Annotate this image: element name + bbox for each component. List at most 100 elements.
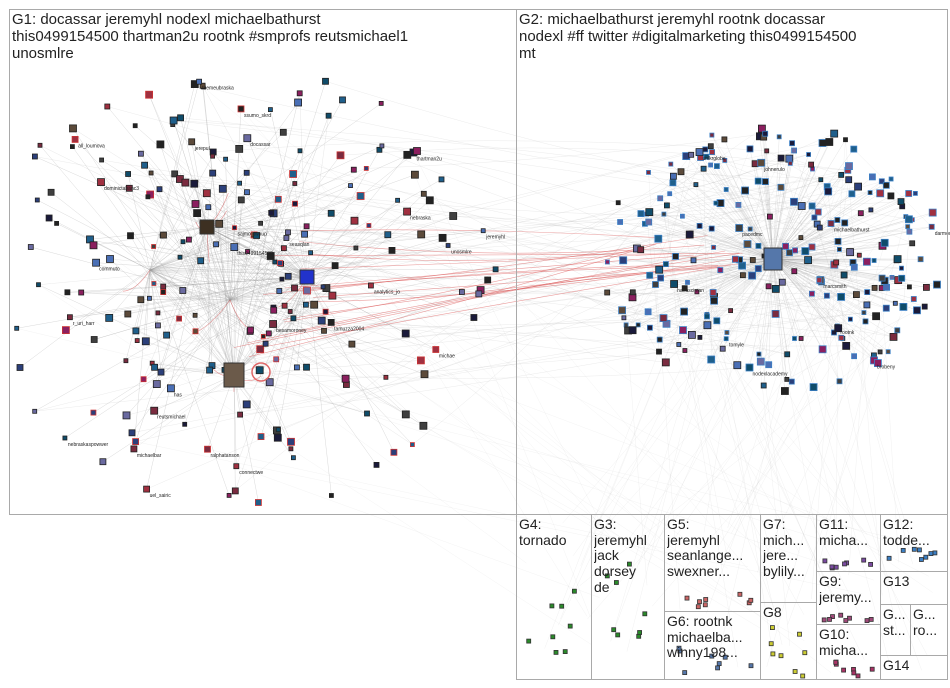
graph-edge (758, 181, 774, 260)
graph-edge-curve (290, 311, 666, 363)
graph-node (192, 328, 199, 335)
graph-node (923, 283, 930, 291)
graph-edge (131, 299, 231, 433)
graph-edge (620, 221, 774, 260)
graph-node (484, 276, 492, 284)
graph-node (821, 617, 827, 623)
graph-edge (206, 183, 295, 228)
graph-node (92, 258, 100, 267)
graph-edge (713, 192, 871, 248)
graph-node (853, 291, 860, 299)
graph-node (886, 555, 892, 561)
graph-edge (149, 132, 284, 271)
graph-node (128, 429, 136, 437)
graph-edge (772, 258, 854, 262)
graph-edge (229, 276, 289, 301)
graph-edge (761, 162, 848, 171)
graph-node (247, 326, 254, 334)
graph-edge (756, 308, 887, 573)
graph-edge (149, 237, 287, 271)
graph-edge (150, 172, 235, 376)
graph-node (78, 289, 85, 296)
graph-edge (648, 282, 688, 312)
graph-node (806, 152, 811, 157)
graph-node (140, 376, 147, 383)
graph-node (745, 363, 754, 372)
graph-node (71, 135, 79, 143)
graph-node-label: michaelbar (137, 453, 162, 459)
graph-node (809, 383, 818, 392)
graph-node (754, 177, 762, 185)
graph-node (776, 134, 782, 140)
graph-node (690, 257, 697, 264)
graph-edge (233, 360, 421, 376)
graph-edge (160, 144, 832, 673)
graph-edge (673, 176, 928, 656)
graph-edge (626, 324, 648, 586)
graph-node (685, 230, 694, 239)
graph-node (54, 220, 59, 226)
graph-edge (299, 150, 588, 617)
graph-node (869, 173, 876, 181)
graph-node (420, 190, 427, 197)
graph-edge (727, 174, 842, 528)
graph-node (899, 302, 908, 311)
graph-node (122, 411, 131, 420)
graph-node (834, 237, 842, 245)
graph-edge (306, 115, 329, 278)
graph-node (670, 172, 677, 180)
graph-node (237, 196, 245, 204)
graph-edge (772, 258, 835, 265)
graph-edge (765, 133, 774, 260)
graph-edge (772, 141, 830, 260)
graph-node (893, 255, 902, 264)
graph-node (655, 265, 664, 274)
graph-node (758, 124, 766, 133)
graph-edge (772, 258, 842, 338)
graph-edge (786, 310, 918, 380)
graph-node (797, 202, 806, 210)
graph-node (191, 200, 200, 208)
graph-node (905, 215, 913, 224)
graph-edge-curve (101, 159, 851, 252)
graph-edge (896, 260, 910, 287)
graph-edge (853, 148, 932, 227)
graph-edge-curve (480, 179, 821, 291)
graph-edge (206, 226, 283, 280)
graph-edge (644, 189, 727, 224)
graph-node (760, 382, 767, 389)
graph-node (277, 260, 284, 267)
graph-node (185, 236, 192, 243)
graph-node (244, 189, 250, 196)
graph-node (680, 307, 688, 316)
graph-edge (229, 299, 264, 337)
graph-node (416, 356, 425, 365)
graph-node (215, 219, 224, 228)
graph-node (611, 627, 617, 633)
graph-edge (233, 374, 236, 491)
graph-edge (129, 188, 231, 301)
graph-node (837, 292, 845, 301)
graph-node (652, 281, 659, 288)
graph-edge (711, 152, 774, 260)
graph-edge (772, 168, 813, 260)
graph-node (327, 209, 335, 217)
graph-edge (194, 183, 231, 301)
graph-edge (149, 269, 278, 438)
graph-node (864, 289, 871, 296)
graph-node (770, 625, 775, 630)
graph-node (283, 235, 290, 241)
graph-edge (772, 258, 914, 300)
graph-node (303, 223, 310, 230)
graph-edge (149, 192, 248, 271)
graph-node (919, 557, 924, 562)
graph-edge (772, 258, 887, 288)
graph-edge-curve (34, 348, 723, 412)
graph-node (268, 209, 275, 216)
graph-edge-curve (213, 140, 767, 153)
graph-edge (127, 276, 308, 315)
graph-edge (306, 149, 380, 278)
graph-node (697, 599, 702, 605)
graph-node (657, 195, 664, 202)
graph-node (882, 304, 890, 312)
